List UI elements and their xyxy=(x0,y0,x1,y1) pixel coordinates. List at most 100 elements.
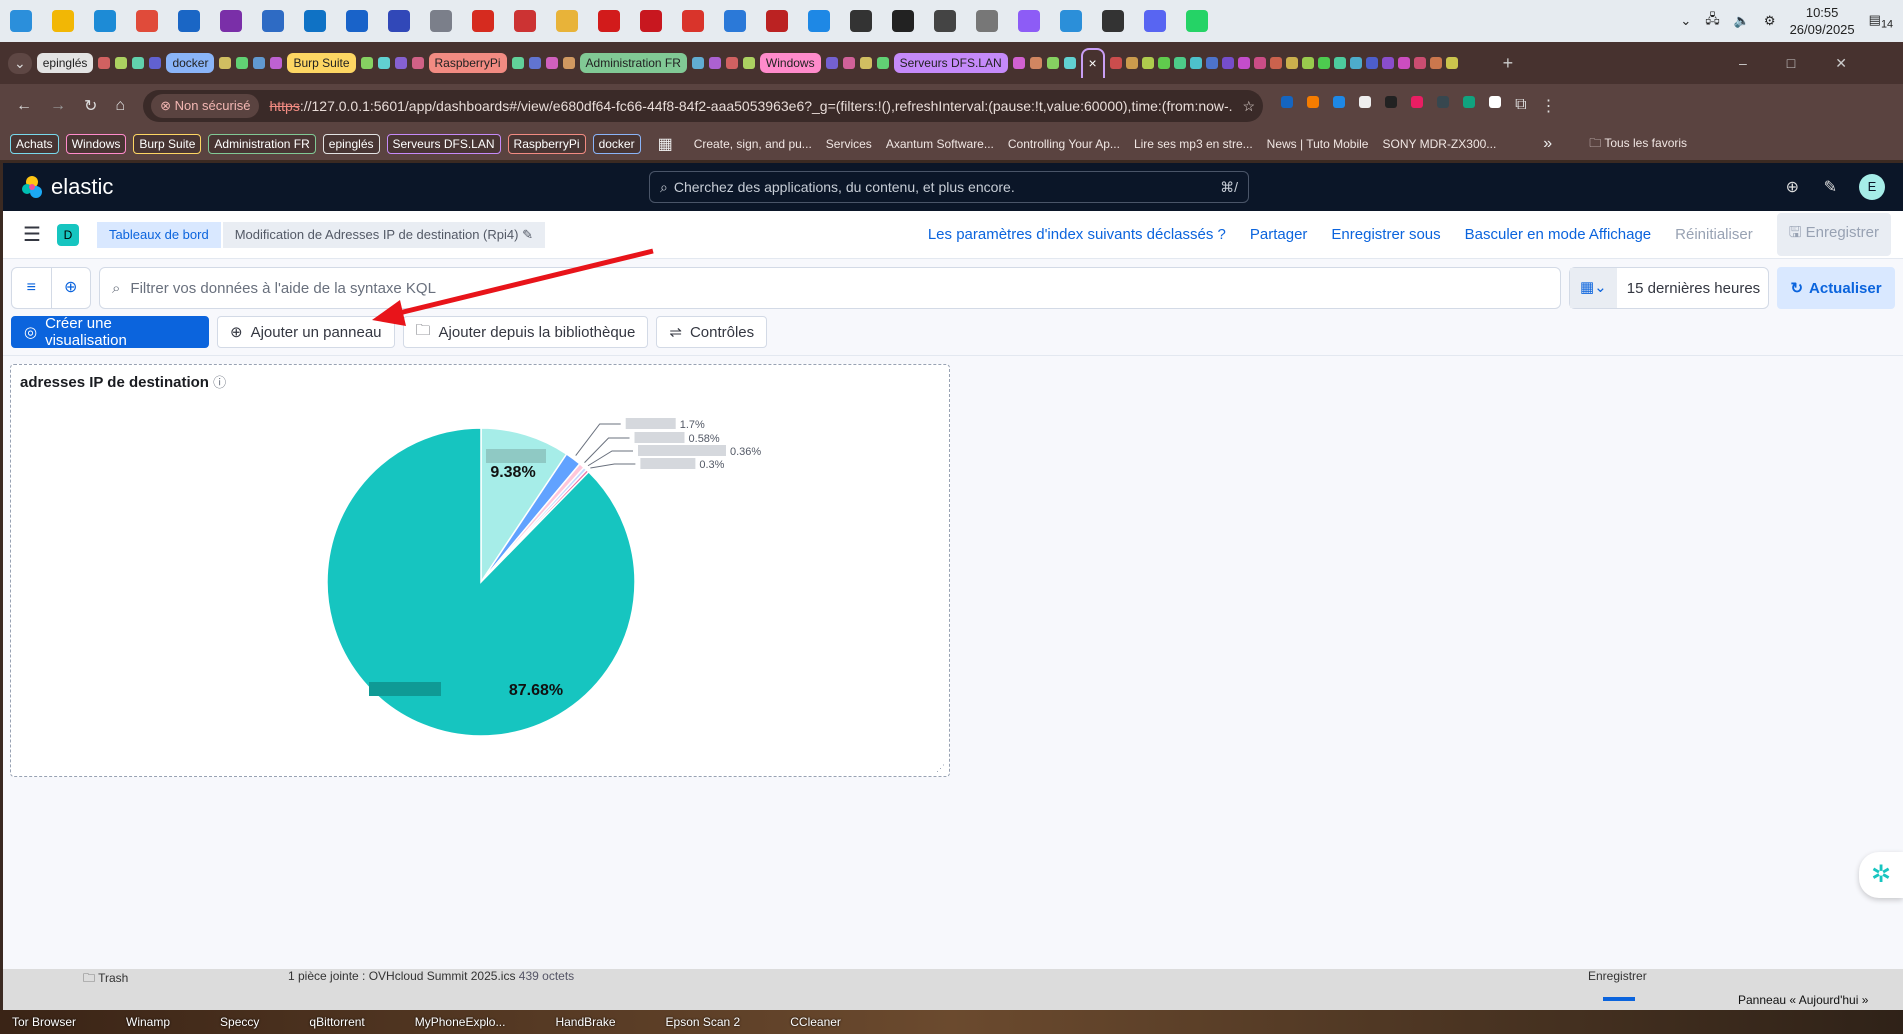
tab-group[interactable]: Administration FR xyxy=(579,53,687,73)
taskbar-app-icon[interactable] xyxy=(1144,10,1166,32)
today-pane-toggle[interactable]: Panneau « Aujourd'hui » xyxy=(1738,993,1869,1007)
desktop-icon-label[interactable]: Winamp xyxy=(126,1015,171,1029)
taskbar-app-icon[interactable] xyxy=(430,10,452,32)
tab-group[interactable]: docker xyxy=(166,53,215,73)
reload-icon[interactable]: ↻ xyxy=(84,98,98,115)
desktop-icon-label[interactable]: Tor Browser xyxy=(12,1015,77,1029)
tab-favicon[interactable] xyxy=(1285,57,1298,69)
news-feed-icon[interactable]: ✎ xyxy=(1823,179,1837,196)
new-tab-button[interactable]: + xyxy=(1502,52,1514,73)
tab-favicon[interactable] xyxy=(1253,57,1266,69)
all-bookmarks-folder[interactable]: 🗀 Tous les favoris xyxy=(1589,135,1688,150)
info-icon[interactable]: ⓘ xyxy=(213,375,227,390)
pencil-icon[interactable]: ✎ xyxy=(522,226,533,242)
forward-icon[interactable]: → xyxy=(50,97,66,114)
elastic-logo[interactable]: elastic xyxy=(19,174,113,200)
gear-icon[interactable]: ⚙ xyxy=(1763,13,1776,28)
bookmark-group[interactable]: Achats xyxy=(10,134,59,154)
extension-icon[interactable] xyxy=(1411,96,1424,108)
index-warning-link[interactable]: Les paramètres d'index suivants déclassé… xyxy=(927,226,1226,243)
taskbar-app-icon[interactable] xyxy=(52,10,74,32)
bookmark-group[interactable]: RaspberryPi xyxy=(507,134,586,154)
taskbar-app-icon[interactable] xyxy=(136,10,158,32)
bookmark-link[interactable]: News | Tuto Mobile xyxy=(1266,137,1369,151)
tab-group[interactable]: Serveurs DFS.LAN xyxy=(893,53,1008,73)
bookmark-link[interactable]: Axantum Software... xyxy=(885,137,994,151)
tab-favicon[interactable] xyxy=(149,57,162,69)
taskbar-app-icon[interactable] xyxy=(640,10,662,32)
close-tab-icon[interactable]: × xyxy=(1088,55,1097,71)
share-link[interactable]: Partager xyxy=(1249,226,1308,243)
pie-slice[interactable] xyxy=(480,427,568,585)
home-icon[interactable]: ⌂ xyxy=(115,97,126,114)
visualization-panel[interactable]: adresses IP de destination ⓘ 9.38% 1.7% 0.… xyxy=(10,364,950,777)
tab-group[interactable]: Windows xyxy=(759,53,821,73)
taskbar-app-icon[interactable] xyxy=(808,10,830,32)
view-mode-link[interactable]: Basculer en mode Affichage xyxy=(1464,226,1652,243)
not-secure-badge[interactable]: ⊗ Non sécurisé xyxy=(151,94,260,118)
tab-favicon[interactable] xyxy=(1205,57,1218,69)
extension-icon[interactable] xyxy=(1359,96,1372,108)
taskbar-app-icon[interactable] xyxy=(94,10,116,32)
taskbar-app-icon[interactable] xyxy=(598,10,620,32)
tab-favicon[interactable] xyxy=(1333,57,1346,69)
filter-menu-icon[interactable]: ≡ xyxy=(12,268,52,308)
tab-favicon[interactable] xyxy=(825,57,838,69)
extension-icon[interactable] xyxy=(1333,96,1346,108)
bookmark-group[interactable]: docker xyxy=(592,134,641,154)
tab-favicon[interactable] xyxy=(132,57,145,69)
taskbar-app-icon[interactable] xyxy=(304,10,326,32)
taskbar-app-icon[interactable] xyxy=(346,10,368,32)
tab-favicon[interactable] xyxy=(708,57,721,69)
desktop-icon-label[interactable]: HandBrake xyxy=(555,1015,616,1029)
desktop-icon-label[interactable]: CCleaner xyxy=(790,1015,841,1029)
window-controls[interactable]: –□✕ xyxy=(1739,54,1887,71)
controls-button[interactable]: ⇌ Contrôles xyxy=(656,316,768,348)
tab-favicon[interactable] xyxy=(691,57,704,69)
save-button[interactable]: 🖫 Enregistrer xyxy=(1776,213,1891,256)
folder-trash[interactable]: 🗀 Trash xyxy=(83,971,129,985)
taskbar-app-icon[interactable] xyxy=(892,10,914,32)
bookmark-group[interactable]: Administration FR xyxy=(208,134,316,154)
back-icon[interactable]: ← xyxy=(16,97,32,114)
tab-favicon[interactable] xyxy=(411,57,424,69)
extension-icon[interactable] xyxy=(1489,96,1502,108)
desktop-icon-label[interactable]: Epson Scan 2 xyxy=(665,1015,741,1029)
extension-icon[interactable] xyxy=(1307,96,1320,108)
notifications-icon[interactable]: ▤14 xyxy=(1868,11,1893,31)
tab-favicon[interactable] xyxy=(725,57,738,69)
tab-favicon[interactable] xyxy=(842,57,855,69)
tab-favicon[interactable] xyxy=(562,57,575,69)
tab-favicon[interactable] xyxy=(528,57,541,69)
taskbar-app-icon[interactable] xyxy=(178,10,200,32)
global-search-input[interactable]: ⌕ Cherchez des applications, du contenu,… xyxy=(649,171,1249,203)
tab-favicon[interactable] xyxy=(98,57,111,69)
menu-dots-icon[interactable]: ⋮ xyxy=(1540,98,1557,115)
tab-favicon[interactable] xyxy=(742,57,755,69)
time-picker[interactable]: ▦⌄ 15 dernières heures xyxy=(1569,267,1769,309)
taskbar-app-icon[interactable] xyxy=(850,10,872,32)
desktop-icon-label[interactable]: qBittorrent xyxy=(309,1015,365,1029)
add-from-library-button[interactable]: 🗀 Ajouter depuis la bibliothèque xyxy=(402,316,649,348)
tab-favicon[interactable] xyxy=(1381,57,1394,69)
extension-icon[interactable] xyxy=(1463,96,1476,108)
taskbar-app-icon[interactable] xyxy=(724,10,746,32)
tab-favicon[interactable] xyxy=(377,57,390,69)
taskbar-app-icon[interactable] xyxy=(1018,10,1040,32)
tab-favicon[interactable] xyxy=(1269,57,1282,69)
space-avatar[interactable]: D xyxy=(56,223,79,246)
tab-favicon[interactable] xyxy=(1365,57,1378,69)
more-bookmarks-button[interactable]: » xyxy=(1543,135,1553,152)
bookmark-link[interactable]: SONY MDR-ZX300... xyxy=(1382,137,1497,151)
tab-favicon[interactable] xyxy=(1221,57,1234,69)
hamburger-menu-icon[interactable]: ☰ xyxy=(23,224,41,246)
attachment[interactable]: 1 pièce jointe : OVHcloud Summit 2025.ic… xyxy=(288,969,574,983)
bookmark-group[interactable]: Windows xyxy=(65,134,127,154)
tab-favicon[interactable] xyxy=(1109,57,1122,69)
tab-favicon[interactable] xyxy=(1046,57,1059,69)
bookmark-link[interactable]: Services xyxy=(825,137,872,151)
taskbar-app-icon[interactable] xyxy=(514,10,536,32)
taskbar-app-icon[interactable] xyxy=(1186,10,1208,32)
tab-favicon[interactable] xyxy=(1301,57,1314,69)
tab-favicon[interactable] xyxy=(1125,57,1138,69)
